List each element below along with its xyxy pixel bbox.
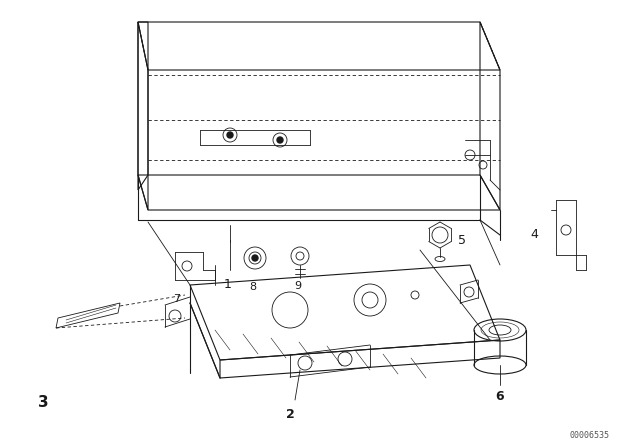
Text: 9: 9: [294, 281, 301, 291]
Text: 4: 4: [530, 228, 538, 241]
Circle shape: [252, 255, 258, 261]
Text: 5: 5: [458, 233, 466, 246]
Text: 7: 7: [173, 294, 180, 304]
Text: 6: 6: [496, 390, 504, 403]
Text: 1: 1: [224, 278, 232, 291]
Text: 8: 8: [250, 282, 257, 292]
Text: 3: 3: [38, 395, 48, 410]
Circle shape: [277, 137, 283, 143]
Text: 00006535: 00006535: [570, 431, 610, 440]
Circle shape: [227, 132, 233, 138]
Polygon shape: [190, 265, 500, 360]
Text: 2: 2: [285, 408, 294, 421]
